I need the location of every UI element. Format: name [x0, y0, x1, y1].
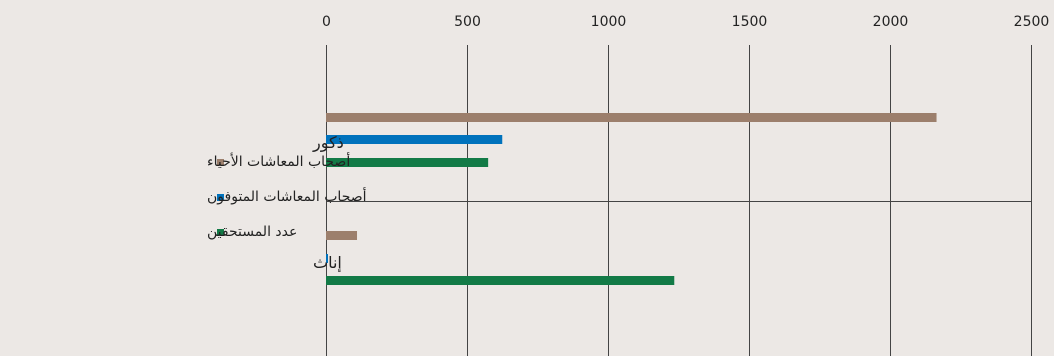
- bar-male-series-3: [326, 158, 489, 167]
- legend-label: أصحاب المعاشات المتوفون: [207, 187, 367, 205]
- x-tick-label: 1000: [591, 14, 627, 30]
- legend-swatch: [217, 229, 224, 236]
- legend: أصحاب المعاشات الأحياء أصحاب المعاشات الم…: [207, 152, 367, 240]
- category-labels: ذكور إناث: [312, 133, 344, 272]
- bar-male-series-1: [326, 113, 937, 122]
- x-tick-label: 2500: [1014, 14, 1050, 30]
- bar-male-series-2: [326, 135, 503, 144]
- category-label: ذكور: [312, 133, 344, 153]
- bar-female-series-1: [326, 231, 358, 240]
- category-label: إناث: [313, 253, 342, 272]
- x-tick-label: 0: [322, 14, 331, 30]
- legend-label: أصحاب المعاشات الأحياء: [207, 152, 350, 170]
- legend-swatch: [217, 194, 224, 201]
- bars: [326, 113, 937, 285]
- bar-female-series-2: [326, 254, 328, 263]
- bar-female-series-3: [326, 276, 675, 285]
- gridlines: [326, 45, 1032, 356]
- x-tick-label: 500: [454, 14, 481, 30]
- legend-swatch: [217, 159, 224, 166]
- x-axis-ticks: 0 500 1000 1500 2000 2500: [322, 14, 1049, 30]
- x-tick-label: 2000: [873, 14, 909, 30]
- legend-label: عدد المستحقين: [207, 224, 297, 240]
- x-tick-label: 1500: [732, 14, 768, 30]
